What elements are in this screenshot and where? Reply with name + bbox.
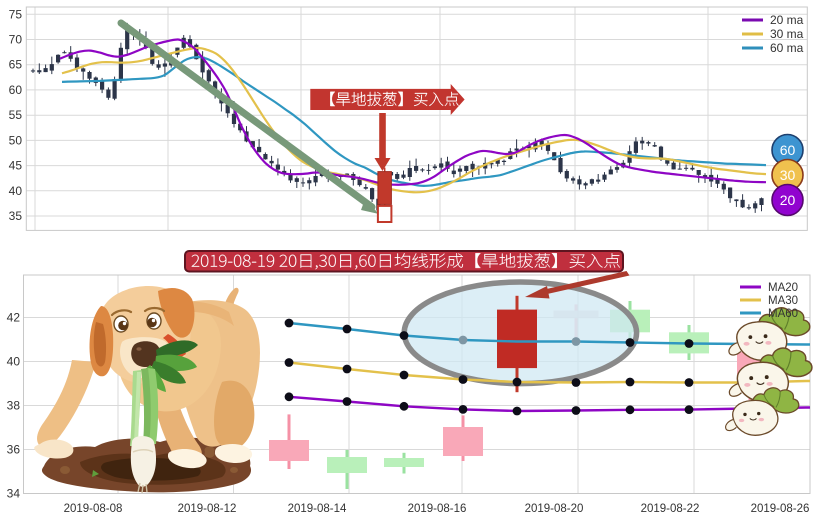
svg-text:2019-08-12: 2019-08-12 [178,503,237,515]
svg-text:65: 65 [9,58,23,72]
svg-text:50: 50 [9,133,23,147]
svg-text:20 ma: 20 ma [770,13,804,27]
svg-text:34: 34 [7,487,21,501]
svg-text:60 ma: 60 ma [770,41,804,55]
svg-text:55: 55 [9,108,23,122]
svg-text:45: 45 [9,159,23,173]
svg-text:MA60: MA60 [768,308,798,320]
svg-text:2019-08-22: 2019-08-22 [641,503,700,515]
svg-text:40: 40 [9,184,23,198]
svg-text:2019-08-16: 2019-08-16 [408,503,467,515]
svg-text:60: 60 [780,142,796,158]
svg-text:2019-08-20: 2019-08-20 [525,503,584,515]
svg-text:2019-08-08: 2019-08-08 [64,503,123,515]
svg-text:MA20: MA20 [768,282,798,294]
svg-text:30: 30 [780,167,796,183]
svg-text:2019-08-14: 2019-08-14 [288,503,347,515]
svg-text:70: 70 [9,33,23,47]
svg-text:2019-08-26: 2019-08-26 [751,503,810,515]
svg-text:40: 40 [7,355,21,369]
svg-text:75: 75 [9,7,23,21]
svg-text:MA30: MA30 [768,295,798,307]
svg-text:35: 35 [9,209,23,223]
svg-text:38: 38 [7,399,21,413]
svg-text:36: 36 [7,443,21,457]
svg-text:42: 42 [7,311,21,325]
svg-text:60: 60 [9,83,23,97]
svg-text:20: 20 [780,192,796,208]
svg-text:30 ma: 30 ma [770,27,804,41]
